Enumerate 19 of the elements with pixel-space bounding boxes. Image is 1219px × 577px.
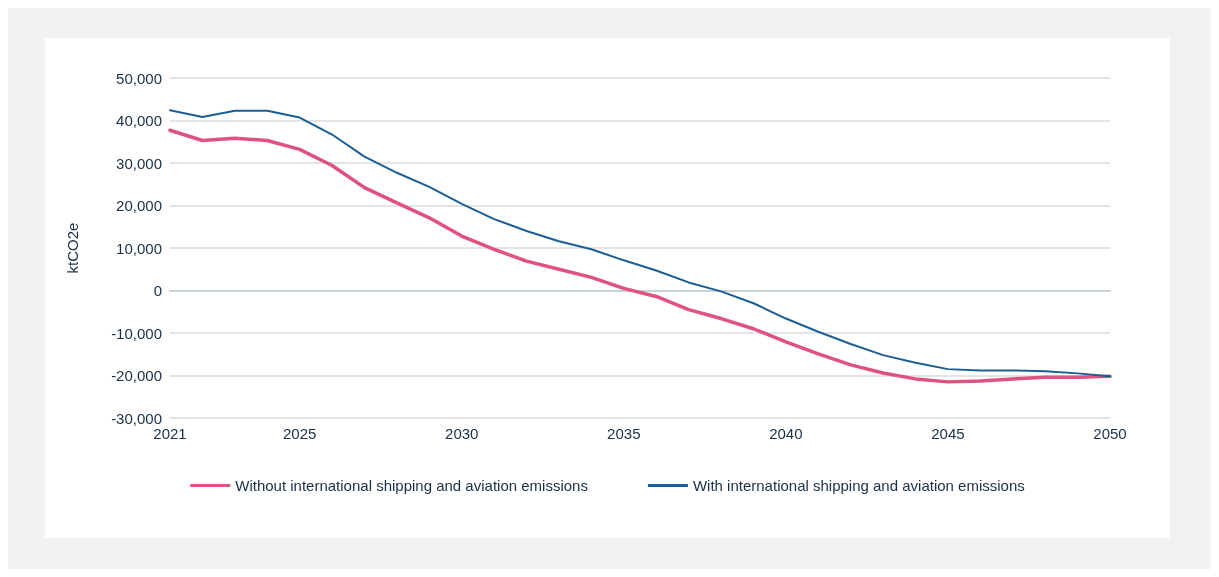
x-tick-label: 2050 — [1093, 425, 1127, 442]
legend-label: Without international shipping and aviation emissions — [235, 477, 588, 494]
x-tick-label: 2030 — [445, 425, 479, 442]
y-tick-label: -10,000 — [111, 324, 162, 342]
x-tick-label: 2035 — [607, 425, 641, 442]
x-tick-label: 2025 — [282, 425, 317, 442]
y-tick-label: 10,000 — [116, 239, 162, 257]
y-tick-label: 20,000 — [116, 197, 162, 214]
y-axis-title: ktCO2e — [64, 222, 81, 274]
x-tick-label: 2040 — [769, 425, 803, 442]
y-tick-label: 40,000 — [116, 112, 162, 129]
y-tick-label: -30,000 — [111, 409, 162, 427]
y-tick-label: 0 — [153, 282, 162, 299]
x-tick-label: 2021 — [153, 425, 187, 442]
x-tick-label: 2045 — [931, 425, 965, 442]
y-tick-label: 30,000 — [116, 154, 162, 172]
y-tick-label: -20,000 — [111, 367, 162, 384]
legend-label: With international shipping and aviation emissions — [692, 477, 1025, 494]
y-tick-label: 50,000 — [116, 69, 162, 87]
